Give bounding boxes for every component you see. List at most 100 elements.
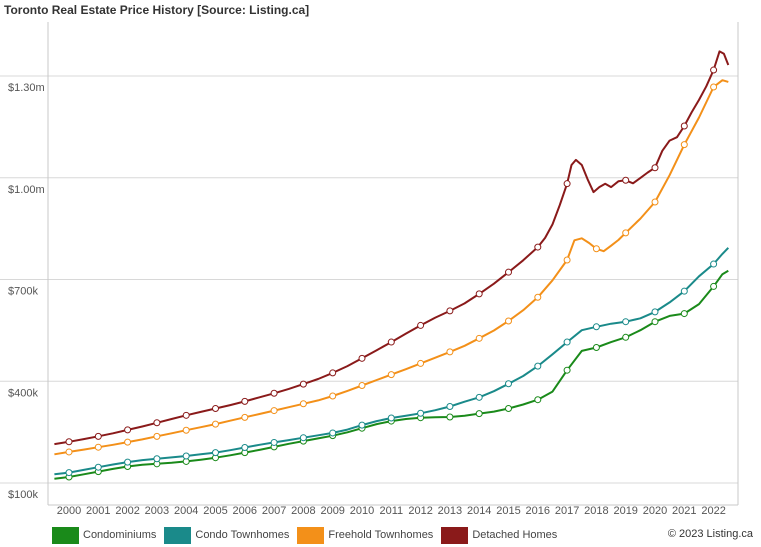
legend-swatch bbox=[52, 526, 79, 544]
data-point bbox=[710, 260, 718, 268]
data-point bbox=[651, 318, 659, 326]
x-tick-label: 2000 bbox=[57, 505, 81, 517]
data-point bbox=[124, 426, 132, 434]
data-point bbox=[563, 256, 571, 264]
x-tick-label: 2010 bbox=[350, 505, 374, 517]
x-tick-label: 2022 bbox=[701, 505, 725, 517]
x-tick-label: 2014 bbox=[467, 505, 491, 517]
x-axis: 2000 2001 2002 2003 2004 2005 2006 2007 2008 2009… bbox=[57, 505, 726, 517]
data-point bbox=[680, 287, 688, 295]
data-point bbox=[387, 414, 395, 422]
y-tick-label: $400k bbox=[8, 387, 38, 399]
data-point bbox=[387, 371, 395, 379]
data-point bbox=[358, 421, 366, 429]
y-tick-label: $1.00m bbox=[8, 184, 45, 196]
data-point bbox=[299, 400, 307, 408]
data-point bbox=[622, 333, 630, 341]
data-point bbox=[592, 343, 600, 351]
data-point bbox=[563, 338, 571, 346]
data-point bbox=[212, 449, 219, 457]
legend: Condominiums Condo Townhomes Freehold To… bbox=[52, 526, 565, 544]
x-tick-label: 2006 bbox=[233, 505, 257, 517]
x-tick-label: 2013 bbox=[438, 505, 462, 517]
data-point bbox=[651, 198, 659, 206]
data-point bbox=[417, 321, 425, 329]
x-tick-label: 2011 bbox=[379, 505, 403, 517]
data-point bbox=[94, 432, 102, 440]
data-point bbox=[182, 426, 190, 434]
data-point bbox=[241, 397, 249, 405]
data-point bbox=[446, 348, 454, 356]
legend-item-condo-townhomes[interactable]: Condo Townhomes bbox=[164, 526, 289, 544]
data-point bbox=[153, 432, 161, 440]
data-point bbox=[299, 434, 307, 442]
data-point bbox=[241, 444, 249, 452]
x-tick-label: 2009 bbox=[320, 505, 344, 517]
legend-label: Condominiums bbox=[83, 529, 157, 541]
legend-item-freehold-townhomes[interactable]: Freehold Townhomes bbox=[297, 526, 433, 544]
data-point bbox=[182, 411, 190, 419]
data-point bbox=[622, 176, 630, 184]
data-point bbox=[153, 455, 161, 463]
legend-swatch bbox=[297, 526, 325, 544]
data-point bbox=[534, 362, 542, 370]
gridlines bbox=[0, 22, 739, 506]
data-point bbox=[505, 405, 512, 413]
data-point bbox=[270, 438, 278, 446]
y-axis: $100k $400k $700k $1.00m $1.30m bbox=[8, 82, 45, 501]
data-point bbox=[622, 318, 630, 326]
data-point bbox=[505, 380, 512, 388]
data-point bbox=[358, 381, 366, 389]
legend-item-condominiums[interactable]: Condominiums bbox=[52, 526, 157, 544]
data-point bbox=[710, 83, 718, 91]
data-point bbox=[563, 180, 571, 188]
x-tick-label: 2015 bbox=[496, 505, 520, 517]
data-point bbox=[592, 245, 600, 253]
data-point bbox=[329, 429, 337, 437]
data-point bbox=[417, 359, 425, 367]
data-point bbox=[651, 308, 659, 316]
x-tick-label: 2020 bbox=[643, 505, 667, 517]
data-point bbox=[94, 463, 102, 471]
x-tick-label: 2018 bbox=[584, 505, 608, 517]
legend-item-detached-homes[interactable]: Detached Homes bbox=[441, 526, 558, 544]
data-point bbox=[622, 229, 630, 237]
data-point bbox=[446, 307, 454, 315]
data-point bbox=[299, 380, 307, 388]
x-tick-label: 2001 bbox=[86, 505, 110, 517]
data-point bbox=[417, 409, 425, 417]
series-line-freehold-townhomes bbox=[54, 79, 729, 456]
y-tick-label: $700k bbox=[8, 286, 38, 298]
data-point bbox=[270, 389, 278, 397]
legend-label: Detached Homes bbox=[472, 529, 558, 541]
data-point bbox=[270, 407, 278, 415]
data-point bbox=[329, 392, 337, 400]
data-point bbox=[651, 164, 659, 172]
data-point bbox=[475, 393, 483, 401]
chart-title: Toronto Real Estate Price History [Sourc… bbox=[4, 3, 309, 17]
data-point bbox=[241, 413, 249, 421]
x-tick-label: 2012 bbox=[408, 505, 432, 517]
data-point bbox=[358, 354, 366, 362]
x-tick-label: 2002 bbox=[115, 505, 139, 517]
x-tick-label: 2019 bbox=[613, 505, 637, 517]
data-point bbox=[710, 282, 718, 290]
data-point bbox=[65, 448, 73, 456]
x-tick-label: 2008 bbox=[291, 505, 315, 517]
plot-area bbox=[54, 50, 730, 481]
data-point bbox=[65, 438, 73, 446]
x-tick-label: 2004 bbox=[174, 505, 198, 517]
data-point bbox=[592, 323, 600, 331]
data-point bbox=[475, 334, 483, 342]
data-point bbox=[124, 438, 132, 446]
data-point bbox=[65, 469, 73, 477]
data-point bbox=[534, 293, 542, 301]
data-point bbox=[387, 338, 395, 346]
data-point bbox=[680, 310, 688, 318]
data-point bbox=[446, 413, 454, 421]
data-point bbox=[475, 290, 483, 298]
data-point bbox=[182, 452, 190, 460]
copyright-credit: © 2023 Listing.ca bbox=[667, 528, 753, 540]
x-tick-label: 2005 bbox=[203, 505, 227, 517]
